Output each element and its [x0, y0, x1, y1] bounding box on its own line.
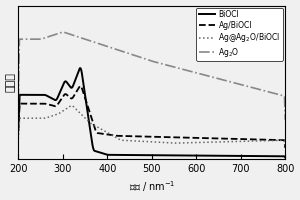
Legend: BiOCl, Ag/BiOCl, Ag@Ag$_2$O/BiOCl, Ag$_2$O: BiOCl, Ag/BiOCl, Ag@Ag$_2$O/BiOCl, Ag$_2…: [196, 8, 283, 61]
Ag@Ag$_2$O/BiOCl: [16, 138, 20, 140]
Ag$_2$O: [44, 36, 47, 39]
BiOCl: [230, 155, 233, 157]
Ag$_2$O: [200, 73, 204, 76]
X-axis label: 波长 / nm$^{-1}$: 波长 / nm$^{-1}$: [128, 180, 175, 194]
Ag@Ag$_2$O/BiOCl: [200, 141, 204, 144]
Ag@Ag$_2$O/BiOCl: [125, 139, 128, 142]
Ag$_2$O: [61, 31, 65, 33]
Ag/BiOCl: [230, 138, 233, 140]
BiOCl: [16, 126, 20, 128]
BiOCl: [200, 154, 204, 157]
Y-axis label: 吸收值: 吸收值: [6, 72, 16, 92]
Line: Ag/BiOCl: Ag/BiOCl: [18, 86, 285, 148]
Ag@Ag$_2$O/BiOCl: [70, 104, 73, 107]
Ag@Ag$_2$O/BiOCl: [134, 140, 138, 142]
Ag$_2$O: [284, 119, 287, 121]
Ag@Ag$_2$O/BiOCl: [284, 147, 287, 149]
Line: BiOCl: BiOCl: [18, 68, 285, 157]
Line: Ag@Ag$_2$O/BiOCl: Ag@Ag$_2$O/BiOCl: [18, 106, 285, 148]
Ag@Ag$_2$O/BiOCl: [225, 141, 229, 143]
BiOCl: [134, 154, 138, 156]
Ag/BiOCl: [16, 130, 20, 133]
BiOCl: [225, 155, 229, 157]
BiOCl: [125, 154, 128, 156]
Line: Ag$_2$O: Ag$_2$O: [18, 32, 285, 120]
Ag/BiOCl: [225, 137, 229, 140]
BiOCl: [284, 156, 287, 159]
BiOCl: [44, 94, 47, 96]
Ag$_2$O: [134, 55, 138, 57]
BiOCl: [78, 67, 82, 69]
Ag$_2$O: [225, 80, 229, 82]
Ag/BiOCl: [134, 135, 138, 138]
Ag/BiOCl: [44, 103, 47, 105]
Ag$_2$O: [16, 98, 20, 100]
Ag$_2$O: [125, 52, 128, 54]
Ag/BiOCl: [284, 147, 287, 149]
Ag@Ag$_2$O/BiOCl: [230, 140, 233, 143]
Ag/BiOCl: [200, 137, 204, 139]
Ag@Ag$_2$O/BiOCl: [44, 117, 47, 119]
Ag/BiOCl: [79, 85, 82, 87]
Ag$_2$O: [230, 81, 233, 83]
Ag/BiOCl: [125, 135, 128, 137]
